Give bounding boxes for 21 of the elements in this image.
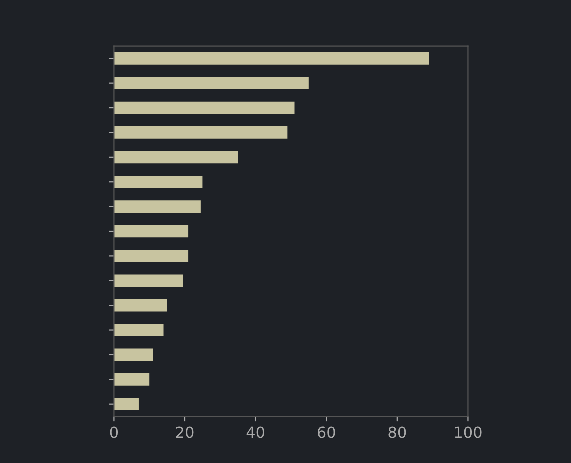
bar	[114, 200, 201, 213]
x-tick-label: 60	[318, 426, 336, 438]
bar	[114, 324, 164, 336]
bar	[114, 299, 168, 312]
bar	[114, 102, 295, 114]
bar	[114, 151, 238, 164]
bar	[114, 225, 189, 238]
x-tick-label: 100	[455, 426, 482, 438]
bar	[114, 52, 430, 65]
bar	[114, 176, 203, 188]
bar	[114, 77, 309, 90]
x-tick-label: 80	[388, 426, 406, 438]
x-tick-label: 40	[246, 426, 265, 438]
bar	[114, 126, 288, 139]
bar	[114, 398, 139, 411]
x-tick-label: 20	[176, 426, 194, 438]
bar	[114, 274, 184, 288]
bar	[114, 373, 150, 386]
bar	[114, 250, 189, 262]
bar	[114, 348, 154, 362]
x-tick-label: 0	[110, 426, 118, 438]
